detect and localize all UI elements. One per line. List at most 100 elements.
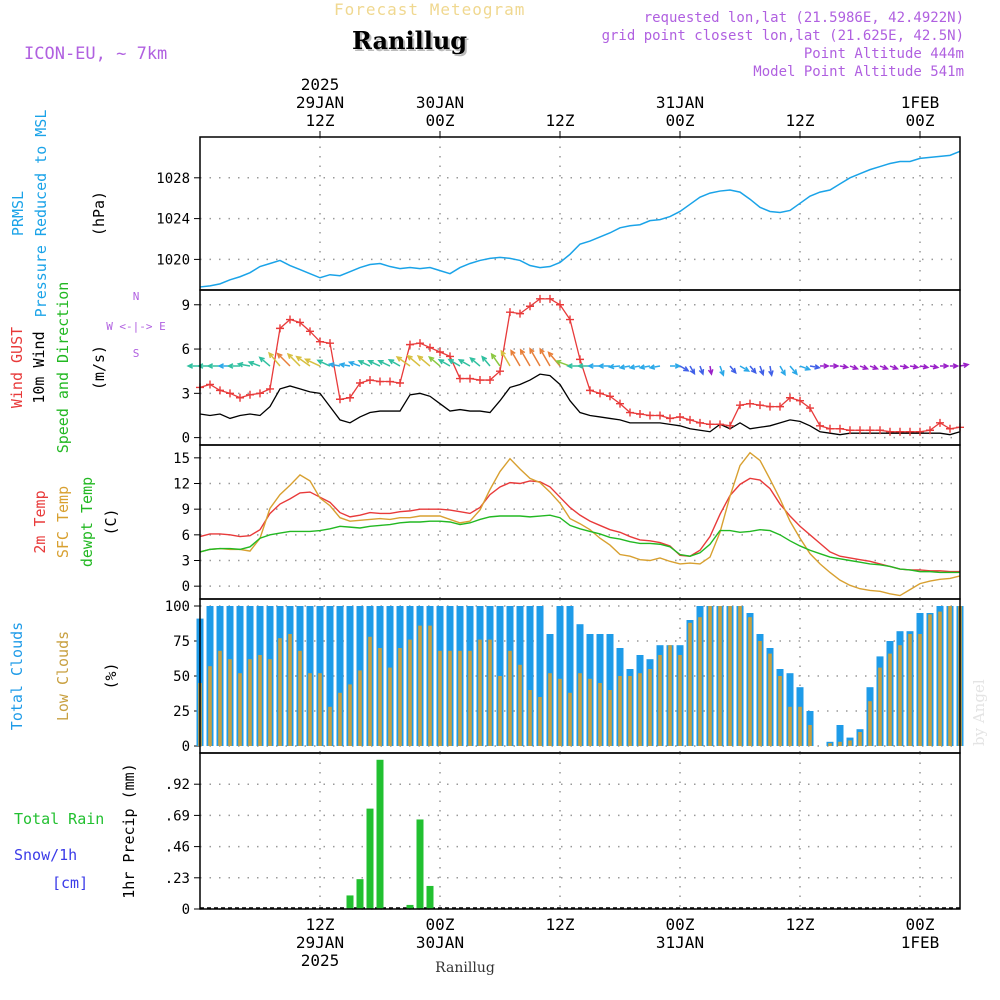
wind-direction-arrow (236, 361, 251, 368)
y-tick-label: 100 (165, 599, 190, 615)
rain-bar (356, 879, 364, 909)
forecast-title: Forecast Meteogram (334, 0, 526, 19)
sfc-temp-line (199, 451, 961, 597)
gust-marker (816, 421, 824, 430)
wind-direction-arrow (739, 365, 751, 372)
gust-marker (876, 426, 884, 435)
low-cloud-bar (798, 706, 802, 746)
gust-marker (586, 386, 594, 395)
gust-marker (326, 339, 334, 348)
gust-marker (336, 395, 344, 404)
total-cloud-bar (336, 606, 344, 746)
wind-direction-arrow (428, 355, 441, 367)
wind-speed-line (199, 373, 961, 436)
wind-direction-arrow (679, 365, 690, 372)
low-cloud-bar (218, 650, 222, 746)
low-cloud-bar (898, 645, 902, 746)
gust-marker (856, 426, 864, 435)
low-cloud-bar (368, 636, 372, 746)
wind-direction-arrow (303, 358, 321, 367)
gust-marker (636, 410, 644, 418)
gust-marker (606, 392, 614, 401)
low-cloud-bar (708, 606, 712, 746)
total-cloud-bar (836, 725, 844, 746)
y-tick-label: 9 (182, 502, 190, 518)
gust-marker (676, 412, 684, 421)
wind-10m-label: 10m Wind (30, 331, 48, 403)
gust-marker (706, 420, 714, 429)
gust-marker (296, 318, 304, 327)
gust-marker (716, 420, 724, 429)
low-cloud-bar (658, 655, 662, 746)
wind-direction-arrow (830, 363, 840, 369)
low-cloud-bar (618, 676, 622, 746)
y-tick-label: 1024 (156, 212, 190, 228)
low-cloud-bar (358, 670, 362, 746)
low-cloud-bar (768, 653, 772, 746)
wind-direction-arrow (670, 363, 682, 369)
wind-direction-arrow (879, 364, 890, 370)
low-clouds-label: Low Clouds (54, 631, 72, 721)
wind-direction-arrow (809, 364, 821, 370)
wind-direction-arrow (628, 364, 641, 370)
top-time-label: 00Z (906, 111, 935, 130)
wind-direction-arrow (729, 365, 737, 375)
gust-marker (646, 411, 654, 420)
wind-direction-arrow (247, 360, 261, 367)
pressure-label-long: Pressure Reduced to MSL (32, 110, 50, 318)
low-cloud-bar (578, 673, 582, 746)
total-cloud-bar (526, 606, 534, 746)
gust-marker (386, 377, 394, 386)
bottom-time-label: 29JAN (296, 933, 344, 952)
gust-marker (566, 315, 574, 324)
precip-unit-label: 1hr Precip (mm) (120, 763, 138, 898)
wind-direction-arrow (707, 365, 714, 376)
low-cloud-bar (508, 650, 512, 746)
low-cloud-bar (838, 741, 842, 746)
gust-marker (516, 309, 524, 318)
low-cloud-bar (258, 655, 262, 746)
gust-marker (436, 348, 444, 356)
gust-marker (926, 426, 934, 435)
wind-direction-arrow (367, 359, 381, 367)
wind-direction-arrow (258, 356, 271, 367)
wind-direction-arrow (481, 355, 491, 367)
low-cloud-bar (908, 634, 912, 746)
wind-direction-arrow (387, 358, 401, 367)
low-cloud-bar (538, 697, 542, 746)
top-time-label: 31JAN (656, 93, 704, 112)
wind-direction-arrow (286, 352, 301, 367)
requested-location-text: requested lon,lat (21.5986E, 42.4922N) (643, 10, 964, 26)
grid-point-location-text: grid point closest lon,lat (21.625E, 42.… (601, 28, 964, 44)
top-time-label: 29JAN (296, 93, 344, 112)
low-cloud-bar (588, 678, 592, 746)
wind-direction-arrow (500, 349, 511, 367)
y-tick-label: 3 (182, 554, 190, 570)
gust-marker (846, 426, 854, 435)
gust-marker (796, 396, 804, 405)
bottom-station-caption: Ranillug (435, 960, 495, 976)
y-tick-label: 9 (182, 298, 190, 314)
gust-marker (836, 424, 844, 433)
wind-direction-arrow (226, 363, 240, 369)
point-altitude-text: Point Altitude 444m (803, 46, 964, 62)
low-cloud-bar (228, 659, 232, 746)
y-tick-label: 0 (182, 739, 190, 755)
gust-marker (576, 355, 584, 364)
wind-direction-arrow (377, 359, 391, 367)
y-tick-label: 75 (173, 634, 190, 650)
gust-marker (686, 415, 694, 424)
low-cloud-bar (638, 673, 642, 746)
gust-marker (906, 427, 914, 436)
low-cloud-bar (688, 622, 692, 746)
low-cloud-bar (678, 655, 682, 746)
gust-marker (496, 367, 504, 376)
low-cloud-bar (428, 625, 432, 746)
low-cloud-bar (238, 673, 242, 746)
panel-clouds: 0 25 50 75 100 Total Clouds Low Clouds (%) (8, 598, 964, 755)
low-cloud-bar (268, 659, 272, 746)
wind-direction-arrow (929, 363, 940, 370)
rain-bar (366, 808, 374, 909)
total-cloud-bar (346, 606, 354, 746)
gust-marker (896, 427, 904, 436)
